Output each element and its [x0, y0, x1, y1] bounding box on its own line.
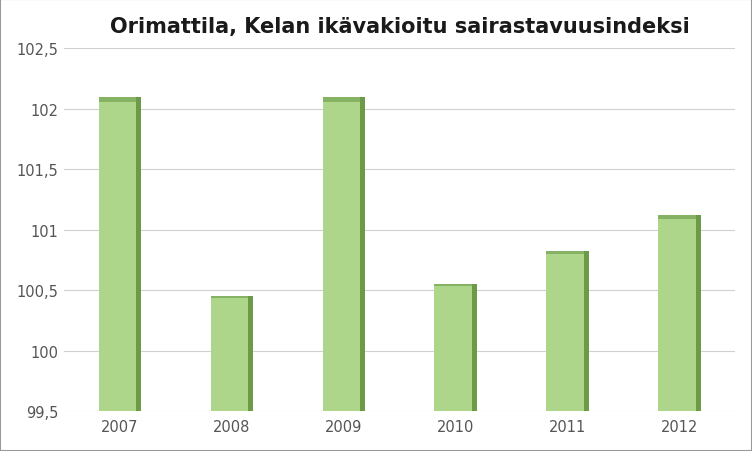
- Bar: [584, 252, 589, 411]
- Bar: [99, 97, 141, 411]
- Bar: [99, 97, 141, 103]
- Bar: [658, 216, 701, 411]
- Bar: [360, 97, 365, 411]
- Title: Orimattila, Kelan ikävakioitu sairastavuusindeksi: Orimattila, Kelan ikävakioitu sairastavu…: [110, 17, 690, 37]
- Bar: [211, 296, 253, 299]
- Bar: [323, 97, 365, 103]
- Bar: [323, 97, 365, 411]
- Bar: [696, 216, 701, 411]
- Bar: [211, 296, 253, 411]
- Bar: [435, 285, 477, 411]
- Bar: [546, 252, 589, 411]
- Bar: [435, 285, 477, 287]
- Bar: [136, 97, 141, 411]
- Bar: [658, 216, 701, 219]
- Bar: [472, 285, 477, 411]
- Bar: [546, 252, 589, 255]
- Bar: [248, 296, 253, 411]
